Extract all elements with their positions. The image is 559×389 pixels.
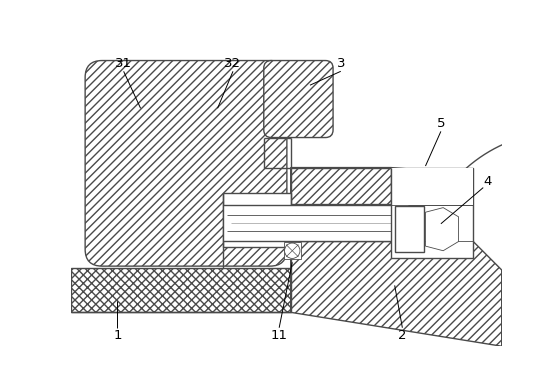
FancyBboxPatch shape <box>264 61 333 138</box>
Bar <box>223 205 408 242</box>
Bar <box>223 193 291 247</box>
Text: 1: 1 <box>113 329 122 342</box>
Polygon shape <box>291 242 502 346</box>
Text: 11: 11 <box>271 329 288 342</box>
Bar <box>391 168 473 258</box>
Text: 2: 2 <box>398 329 406 342</box>
Text: 3: 3 <box>337 57 345 70</box>
FancyBboxPatch shape <box>85 61 287 266</box>
Text: 4: 4 <box>483 175 491 188</box>
Bar <box>284 242 301 259</box>
Bar <box>391 168 473 205</box>
Text: 32: 32 <box>225 57 241 70</box>
Bar <box>72 268 291 312</box>
Circle shape <box>285 243 300 258</box>
Polygon shape <box>425 208 458 251</box>
Text: 5: 5 <box>437 117 445 130</box>
Bar <box>395 206 424 252</box>
Text: 31: 31 <box>115 57 132 70</box>
Polygon shape <box>291 168 473 205</box>
